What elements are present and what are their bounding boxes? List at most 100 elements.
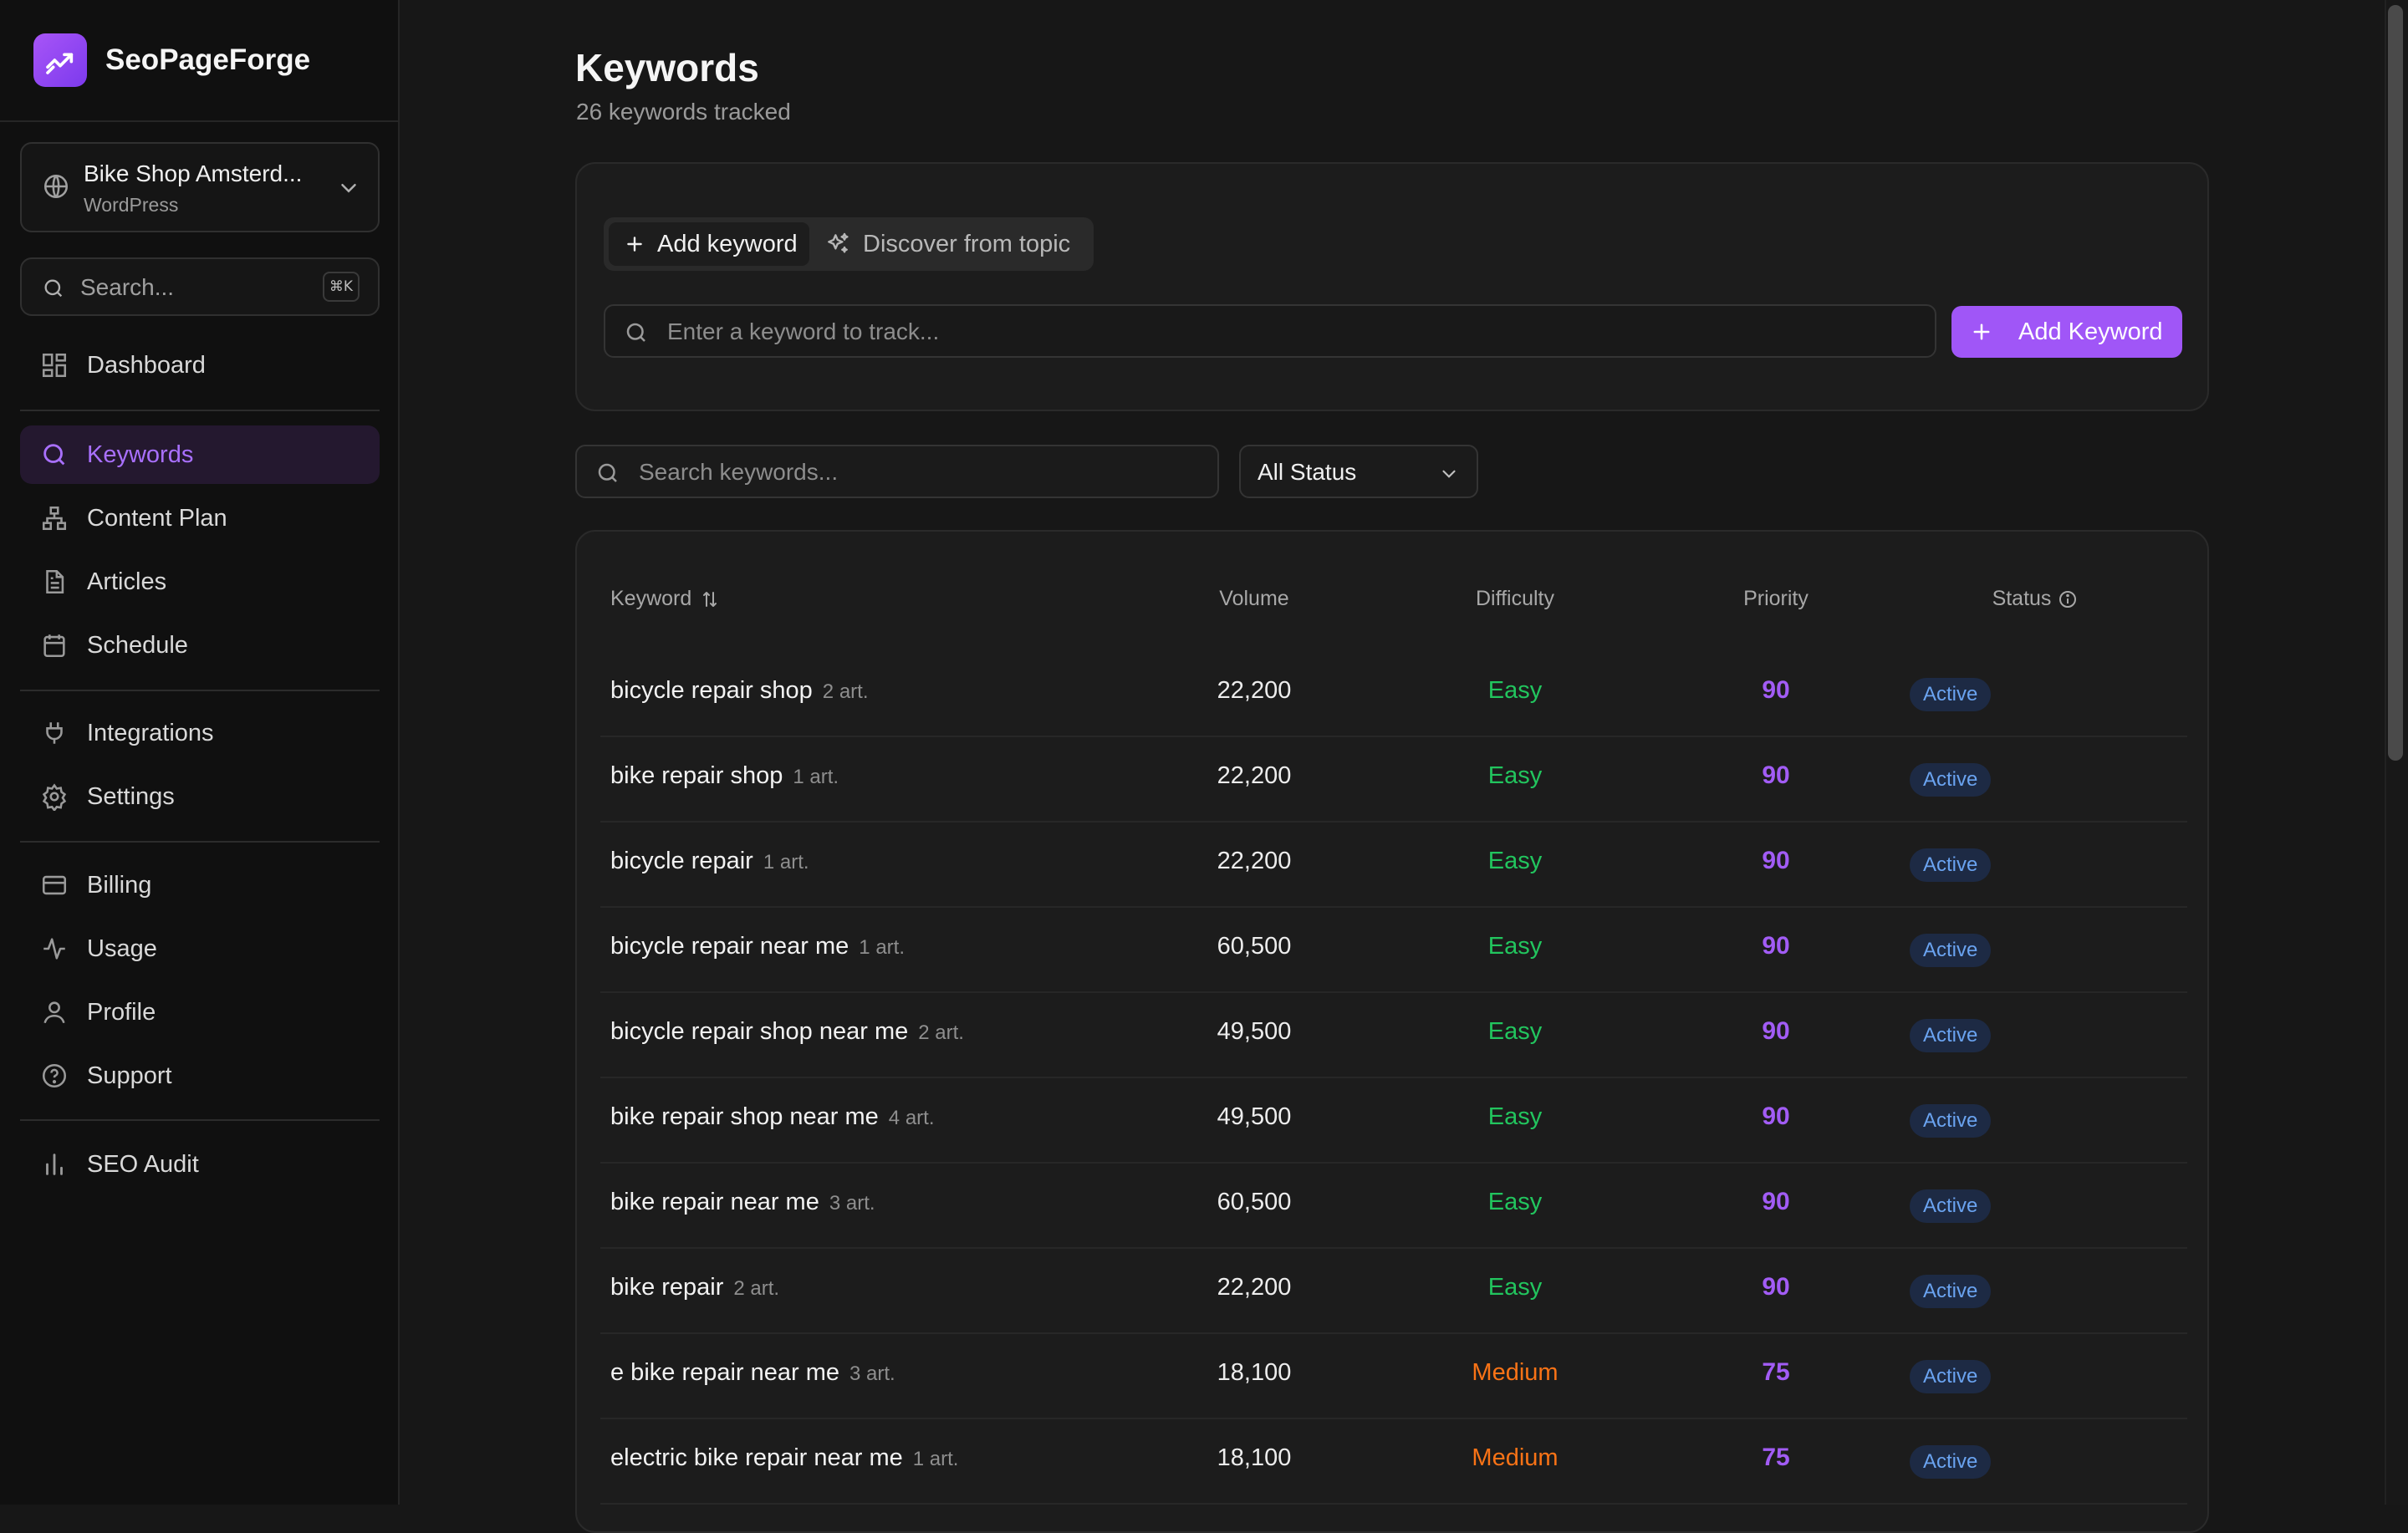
nav-label: Dashboard	[87, 351, 206, 379]
volume-cell: 22,200	[1217, 762, 1292, 789]
keyword-text: bike repair near me	[610, 1189, 819, 1215]
table-row[interactable]: bicycle repair shop near me 2 art. 49,500…	[600, 993, 2187, 1078]
shortcut-hint: ⌘K	[323, 272, 360, 302]
search-icon	[42, 277, 65, 300]
keyword-cell: electric bike repair near me 1 art.	[610, 1444, 958, 1472]
nav-billing[interactable]: Billing	[20, 856, 380, 914]
table-row[interactable]: bicycle repair near me 1 art. 60,500 Easy…	[600, 908, 2187, 993]
scrollbar-thumb[interactable]	[2388, 5, 2403, 761]
nav-seo-audit[interactable]: SEO Audit	[20, 1135, 380, 1194]
keyword-search-input[interactable]: Search keywords...	[575, 445, 1219, 498]
table-row[interactable]: bicycle repair 1 art. 22,200 Easy 90 Acti…	[600, 823, 2187, 908]
priority-cell: 90	[1762, 1188, 1790, 1215]
table-row[interactable]: bike repair shop 1 art. 22,200 Easy 90 Ac…	[600, 737, 2187, 823]
column-header-keyword[interactable]: Keyword	[610, 587, 720, 611]
chevron-down-icon	[336, 176, 361, 201]
status-filter-select[interactable]: All Status	[1239, 445, 1478, 498]
article-count: 2 art.	[733, 1277, 780, 1300]
page-title: Keywords	[575, 46, 759, 89]
page-subtitle: 26 keywords tracked	[576, 99, 791, 125]
column-header-difficulty: Difficulty	[1475, 587, 1554, 610]
priority-cell: 90	[1762, 676, 1790, 704]
nav-usage[interactable]: Usage	[20, 919, 380, 978]
site-name: Bike Shop Amsterd...	[84, 160, 303, 186]
keyword-cell: bicycle repair 1 art.	[610, 848, 809, 875]
difficulty-cell: Easy	[1487, 1018, 1543, 1045]
difficulty-cell: Easy	[1487, 1103, 1543, 1130]
status-cell: Active	[1910, 848, 1992, 882]
article-count: 2 art.	[918, 1021, 964, 1044]
status-cell: Active	[1910, 763, 1992, 797]
status-badge: Active	[1910, 1275, 1992, 1308]
plus-icon	[627, 237, 642, 252]
keyword-cell: bike repair shop near me 4 art.	[610, 1103, 935, 1131]
add-keyword-button[interactable]: Add Keyword	[1951, 306, 2182, 358]
difficulty-cell: Easy	[1487, 1274, 1543, 1301]
status-cell: Active	[1910, 1360, 1992, 1393]
divider	[0, 120, 398, 122]
tab-add-keyword[interactable]: Add keyword	[609, 222, 809, 266]
status-badge: Active	[1910, 1189, 1992, 1223]
keyword-text: bike repair shop	[610, 762, 783, 789]
keyword-text: bike repair shop near me	[610, 1103, 879, 1130]
trending-up-logo-icon	[33, 33, 87, 87]
column-header-status: Status	[1910, 587, 2161, 611]
difficulty-cell: Medium	[1472, 1444, 1559, 1471]
nav-profile[interactable]: Profile	[20, 983, 380, 1042]
volume-cell: 49,500	[1217, 1103, 1292, 1130]
nav-keywords[interactable]: Keywords	[20, 425, 380, 484]
info-icon[interactable]	[2058, 589, 2078, 609]
keyword-cell: bike repair near me 3 art.	[610, 1189, 875, 1216]
table-row[interactable]: bicycle repair shop 2 art. 22,200 Easy 90…	[600, 652, 2187, 737]
status-cell: Active	[1910, 1019, 1992, 1052]
priority-cell: 90	[1762, 1017, 1790, 1045]
search-icon	[595, 461, 620, 486]
divider	[20, 1119, 380, 1121]
keyword-input[interactable]: Enter a keyword to track...	[604, 304, 1936, 358]
nav-schedule[interactable]: Schedule	[20, 616, 380, 675]
status-cell: Active	[1910, 934, 1992, 967]
status-cell: Active	[1910, 1445, 1992, 1479]
brand[interactable]: SeoPageForge	[33, 33, 310, 87]
status-badge: Active	[1910, 848, 1992, 882]
nav-dashboard[interactable]: Dashboard	[20, 336, 380, 395]
sparkles-icon	[828, 232, 849, 253]
status-badge: Active	[1910, 1104, 1992, 1138]
tab-label: Discover from topic	[863, 230, 1071, 257]
keywords-table: Keyword Volume Difficulty Priority Statu…	[575, 530, 2209, 1533]
nav-label: Schedule	[87, 631, 188, 659]
nav-articles[interactable]: Articles	[20, 553, 380, 611]
difficulty-cell: Easy	[1487, 762, 1543, 789]
nav-settings[interactable]: Settings	[20, 767, 380, 826]
volume-cell: 22,200	[1217, 1274, 1292, 1301]
plus-icon	[1973, 323, 1990, 340]
table-row[interactable]: bike repair near me 3 art. 60,500 Easy 90…	[600, 1164, 2187, 1249]
chevron-down-icon	[1438, 463, 1460, 485]
sidebar-search[interactable]: Search... ⌘K	[20, 257, 380, 316]
nav-support[interactable]: Support	[20, 1047, 380, 1105]
article-count: 1 art.	[912, 1448, 959, 1470]
add-keyword-panel: Add keyword Discover from topic Enter a …	[575, 162, 2209, 411]
priority-cell: 75	[1762, 1358, 1790, 1386]
site-switcher[interactable]: Bike Shop Amsterd... WordPress	[20, 142, 380, 232]
calendar-icon	[43, 634, 65, 658]
tab-discover-from-topic[interactable]: Discover from topic	[824, 222, 1070, 266]
status-badge: Active	[1910, 1360, 1992, 1393]
nav-integrations[interactable]: Integrations	[20, 704, 380, 762]
keyword-cell: bicycle repair near me 1 art.	[610, 933, 905, 960]
table-row[interactable]: bike repair shop near me 4 art. 49,500 Ea…	[600, 1078, 2187, 1164]
sidebar: SeoPageForge Bike Shop Amsterd... WordPr…	[0, 0, 400, 1505]
column-header-label: Status	[1992, 587, 2052, 610]
nav-content-plan[interactable]: Content Plan	[20, 489, 380, 548]
user-icon	[43, 1001, 65, 1024]
table-row[interactable]: e bike repair near me 3 art. 18,100 Mediu…	[600, 1334, 2187, 1419]
keyword-input-placeholder: Enter a keyword to track...	[667, 318, 940, 344]
nav-label: Articles	[87, 568, 167, 595]
add-keyword-button-label: Add Keyword	[2018, 318, 2163, 345]
table-row[interactable]: electric bike repair near me 1 art. 18,10…	[600, 1419, 2187, 1505]
nav-label: Profile	[87, 998, 156, 1026]
table-row[interactable]: bike repair 2 art. 22,200 Easy 90 Active	[600, 1249, 2187, 1334]
volume-cell: 49,500	[1217, 1018, 1292, 1045]
priority-cell: 90	[1762, 761, 1790, 789]
priority-cell: 90	[1762, 1273, 1790, 1301]
